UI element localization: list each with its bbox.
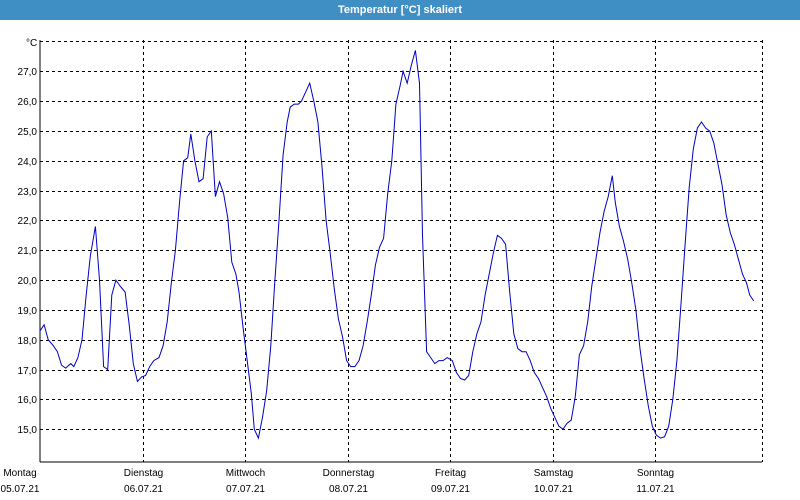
grid-lines xyxy=(40,40,763,462)
temperature-chart: °C 27,0 26,0 25,0 24,0 23,0 22,0 21,0 20,0 19,0 1… xyxy=(1,38,763,495)
y-axis-unit-label: °C xyxy=(26,38,37,49)
x-tick-date-label: 08.07.21 xyxy=(329,484,368,495)
y-tick-label: 25,0 xyxy=(18,127,38,138)
x-tick-date-label: 05.07.21 xyxy=(1,484,40,495)
y-tick-label: 26,0 xyxy=(18,97,38,108)
y-tick-label: 21,0 xyxy=(18,246,38,257)
y-tick-label: 23,0 xyxy=(18,187,38,198)
y-tick-label: 16,0 xyxy=(18,395,38,406)
x-tick-day-label: Mittwoch xyxy=(226,468,265,479)
x-tick-day-label: Freitag xyxy=(435,468,466,479)
y-tick-label: 27,0 xyxy=(18,67,38,78)
y-tick-label: 24,0 xyxy=(18,157,38,168)
x-tick-day-label: Donnerstag xyxy=(323,468,375,479)
x-tick-day-label: Dienstag xyxy=(124,468,163,479)
y-axis-ticks: 27,0 26,0 25,0 24,0 23,0 22,0 21,0 20,0 19,0 18,0… xyxy=(18,67,38,436)
y-tick-label: 19,0 xyxy=(18,306,38,317)
temperature-series-line xyxy=(39,50,755,440)
chart-title: Temperatur [°C] skaliert xyxy=(0,0,800,20)
x-tick-day-label: Montag xyxy=(3,468,36,479)
y-tick-label: 18,0 xyxy=(18,336,38,347)
y-tick-label: 17,0 xyxy=(18,366,38,377)
y-tick-label: 15,0 xyxy=(18,425,38,436)
x-tick-date-label: 11.07.21 xyxy=(636,484,675,495)
x-tick-day-label: Sonntag xyxy=(637,468,674,479)
series-layer xyxy=(39,50,755,440)
y-tick-label: 22,0 xyxy=(18,216,38,227)
plot-frame xyxy=(39,40,762,463)
chart-area: °C 27,0 26,0 25,0 24,0 23,0 22,0 21,0 20,0 19,0 1… xyxy=(0,20,800,500)
x-tick-date-label: 07.07.21 xyxy=(226,484,265,495)
x-tick-day-label: Samstag xyxy=(534,468,573,479)
x-tick-date-label: 06.07.21 xyxy=(124,484,163,495)
x-tick-date-label: 09.07.21 xyxy=(431,484,470,495)
x-tick-date-label: 10.07.21 xyxy=(534,484,573,495)
y-tick-label: 20,0 xyxy=(18,276,38,287)
x-axis-ticks: Montag 05.07.21 Dienstag 06.07.21 Mittwoch 07… xyxy=(1,468,675,495)
